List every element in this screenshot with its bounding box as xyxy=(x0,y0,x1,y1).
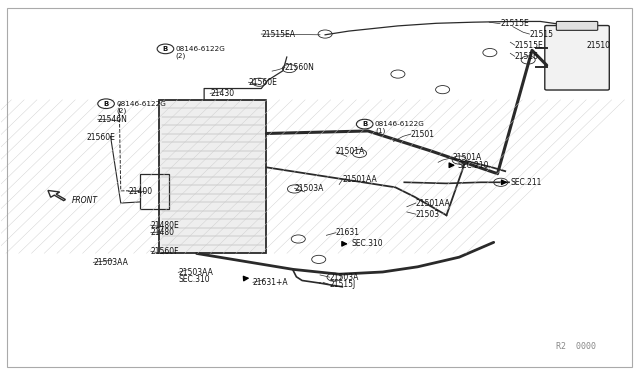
Text: 21515EA: 21515EA xyxy=(261,29,295,39)
Text: 21501: 21501 xyxy=(411,129,435,139)
Text: 21515E: 21515E xyxy=(500,19,529,28)
Text: 21400: 21400 xyxy=(129,187,152,196)
Text: 21510: 21510 xyxy=(587,41,611,50)
Text: B: B xyxy=(362,121,367,127)
Text: (2): (2) xyxy=(116,107,127,113)
Text: 21560E: 21560E xyxy=(87,133,116,142)
Text: 21503AA: 21503AA xyxy=(178,268,213,277)
Text: 21516: 21516 xyxy=(515,52,539,61)
Text: 21501AA: 21501AA xyxy=(416,199,451,208)
FancyBboxPatch shape xyxy=(545,26,609,90)
Text: SEC.211: SEC.211 xyxy=(510,178,541,187)
Text: 21501A: 21501A xyxy=(453,153,482,162)
Text: 21503A: 21503A xyxy=(294,184,324,193)
Text: 21501AA: 21501AA xyxy=(342,175,377,184)
Text: 21480E: 21480E xyxy=(151,221,179,230)
Text: R2  0000: R2 0000 xyxy=(556,341,596,350)
Text: 21503A: 21503A xyxy=(330,273,359,282)
FancyArrow shape xyxy=(48,190,65,201)
Text: 21503: 21503 xyxy=(416,210,440,219)
Text: B: B xyxy=(163,46,168,52)
Text: 21546N: 21546N xyxy=(98,115,127,124)
Text: 21515J: 21515J xyxy=(330,280,356,289)
Bar xyxy=(140,174,170,209)
Text: SEC.310: SEC.310 xyxy=(352,239,383,248)
Text: 21503AA: 21503AA xyxy=(93,258,128,267)
FancyBboxPatch shape xyxy=(556,22,598,31)
Text: SEC.210: SEC.210 xyxy=(458,161,489,170)
Bar xyxy=(159,100,266,253)
Text: SEC.310: SEC.310 xyxy=(178,275,210,284)
Text: 21631: 21631 xyxy=(336,228,360,237)
Text: 08146-6122G: 08146-6122G xyxy=(175,46,225,52)
Text: 21560E: 21560E xyxy=(248,78,277,87)
Text: 21515E: 21515E xyxy=(515,41,543,50)
Text: (1): (1) xyxy=(375,128,385,134)
Text: 21560N: 21560N xyxy=(285,63,315,72)
Text: 21515: 21515 xyxy=(529,29,554,39)
Text: 08146-6122G: 08146-6122G xyxy=(116,101,166,107)
Text: 21501A: 21501A xyxy=(336,147,365,156)
Text: FRONT: FRONT xyxy=(72,196,98,205)
Text: B: B xyxy=(104,101,109,107)
Text: (2): (2) xyxy=(175,52,186,59)
Text: 21480: 21480 xyxy=(151,228,175,237)
Text: 21631+A: 21631+A xyxy=(253,278,289,287)
Text: 21560F: 21560F xyxy=(151,247,179,256)
Text: 21430: 21430 xyxy=(210,89,234,98)
Text: 08146-6122G: 08146-6122G xyxy=(375,121,425,127)
